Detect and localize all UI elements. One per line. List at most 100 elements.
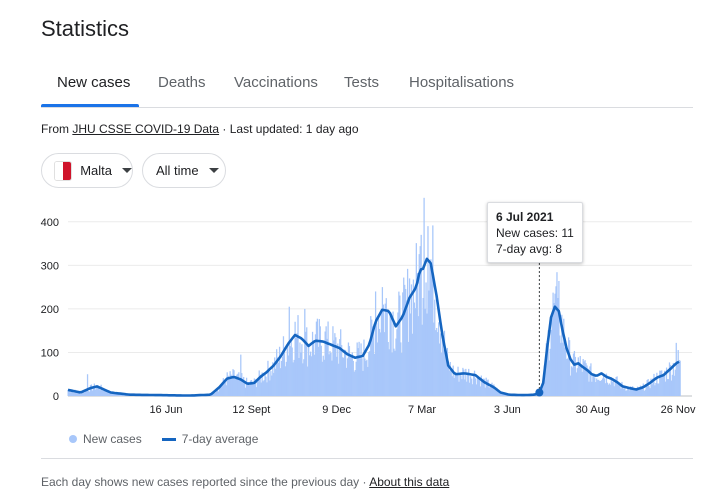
case-bar bbox=[370, 316, 372, 396]
case-bar bbox=[402, 292, 404, 396]
case-bar bbox=[497, 391, 499, 396]
case-bar bbox=[318, 319, 320, 396]
about-data-link[interactable]: About this data bbox=[369, 475, 450, 489]
case-bar bbox=[625, 390, 627, 396]
tab-deaths[interactable]: Deaths bbox=[158, 74, 206, 91]
x-tick-label: 7 Mar bbox=[408, 404, 436, 416]
case-bar bbox=[320, 345, 322, 396]
case-bar bbox=[565, 348, 567, 396]
tooltip-average: 7-day avg: 8 bbox=[496, 242, 563, 256]
case-bar bbox=[489, 387, 491, 396]
case-bar bbox=[665, 367, 668, 396]
case-bar bbox=[212, 394, 214, 396]
cases-chart[interactable]: 0 100 200 300 400 16 Jun 12 Sept 9 Dec 7 Mar 3 J… bbox=[30, 195, 696, 425]
case-bar bbox=[93, 383, 95, 396]
case-bar bbox=[612, 379, 614, 396]
case-bar bbox=[259, 374, 261, 396]
case-bar bbox=[471, 384, 474, 396]
case-bar bbox=[297, 315, 299, 396]
case-bar bbox=[563, 318, 565, 396]
case-bar bbox=[330, 352, 332, 396]
case-bar bbox=[466, 381, 468, 396]
tooltip-date: 6 Jul 2021 bbox=[496, 210, 554, 224]
case-bar bbox=[593, 376, 595, 396]
case-bar bbox=[493, 384, 495, 396]
case-bar bbox=[606, 382, 609, 396]
case-bar bbox=[463, 369, 465, 396]
case-bar bbox=[348, 346, 351, 396]
case-bar bbox=[400, 342, 402, 396]
case-bar bbox=[652, 378, 654, 396]
case-bar bbox=[555, 286, 557, 396]
case-bar bbox=[388, 349, 390, 396]
case-bar bbox=[113, 392, 115, 396]
case-bar bbox=[355, 361, 357, 396]
case-bar bbox=[441, 339, 444, 396]
case-bar bbox=[351, 352, 353, 396]
case-bar bbox=[608, 383, 610, 396]
case-bar bbox=[354, 370, 356, 396]
case-bar bbox=[434, 299, 436, 396]
case-bar bbox=[442, 349, 445, 396]
case-bar bbox=[581, 371, 583, 396]
source-link[interactable]: JHU CSSE COVID-19 Data bbox=[72, 122, 220, 136]
case-bar bbox=[440, 352, 443, 396]
case-bar bbox=[662, 375, 664, 396]
tab-tests[interactable]: Tests bbox=[344, 74, 380, 91]
case-bar bbox=[276, 349, 278, 396]
case-bar bbox=[363, 339, 365, 396]
case-bar bbox=[469, 382, 471, 396]
case-bar bbox=[578, 362, 580, 396]
case-bar bbox=[263, 380, 265, 396]
case-bar bbox=[488, 387, 490, 396]
case-bar bbox=[383, 332, 385, 396]
case-bar bbox=[587, 368, 589, 396]
case-bar bbox=[242, 378, 244, 396]
case-bar bbox=[678, 360, 680, 396]
case-bar bbox=[634, 388, 637, 396]
case-bar bbox=[84, 392, 86, 396]
case-bar bbox=[556, 272, 558, 396]
case-bar bbox=[468, 368, 470, 396]
case-bar bbox=[345, 367, 348, 396]
last-updated: Last updated: 1 day ago bbox=[229, 122, 359, 136]
case-bar bbox=[630, 386, 632, 396]
case-bar bbox=[599, 380, 602, 396]
case-bar bbox=[677, 350, 679, 396]
case-bar bbox=[655, 382, 657, 396]
case-bar bbox=[270, 371, 272, 396]
case-bar bbox=[218, 386, 221, 396]
case-bar bbox=[91, 390, 94, 396]
case-bar bbox=[414, 308, 417, 396]
case-bar bbox=[221, 383, 223, 396]
x-tick-label: 9 Dec bbox=[322, 404, 351, 416]
time-range-dropdown[interactable]: All time bbox=[142, 153, 226, 188]
case-bar bbox=[422, 297, 424, 396]
case-bar bbox=[614, 379, 616, 396]
case-bar bbox=[92, 387, 95, 396]
new-cases-legend-icon bbox=[69, 435, 77, 443]
case-bar bbox=[591, 381, 593, 396]
tab-new-cases[interactable]: New cases bbox=[57, 74, 131, 91]
case-bar bbox=[396, 329, 398, 396]
case-bar bbox=[111, 393, 113, 396]
source-prefix: From bbox=[41, 122, 69, 136]
case-bar bbox=[560, 342, 562, 396]
case-bar bbox=[590, 363, 592, 396]
case-bar bbox=[574, 356, 577, 396]
case-bar bbox=[217, 391, 220, 396]
case-bar bbox=[371, 319, 373, 396]
case-bar bbox=[496, 387, 498, 396]
case-bar bbox=[352, 360, 354, 396]
case-bar bbox=[588, 381, 590, 396]
case-bar bbox=[236, 374, 238, 396]
legend-average: 7-day average bbox=[181, 432, 259, 446]
case-bar bbox=[482, 378, 484, 396]
case-bar bbox=[551, 314, 553, 396]
case-bar bbox=[654, 385, 656, 396]
tab-vaccinations[interactable]: Vaccinations bbox=[234, 74, 318, 91]
case-bar bbox=[365, 360, 367, 396]
tab-hospitalisations[interactable]: Hospitalisations bbox=[409, 74, 515, 91]
location-dropdown[interactable]: Malta bbox=[41, 153, 133, 188]
case-bar bbox=[360, 343, 362, 396]
